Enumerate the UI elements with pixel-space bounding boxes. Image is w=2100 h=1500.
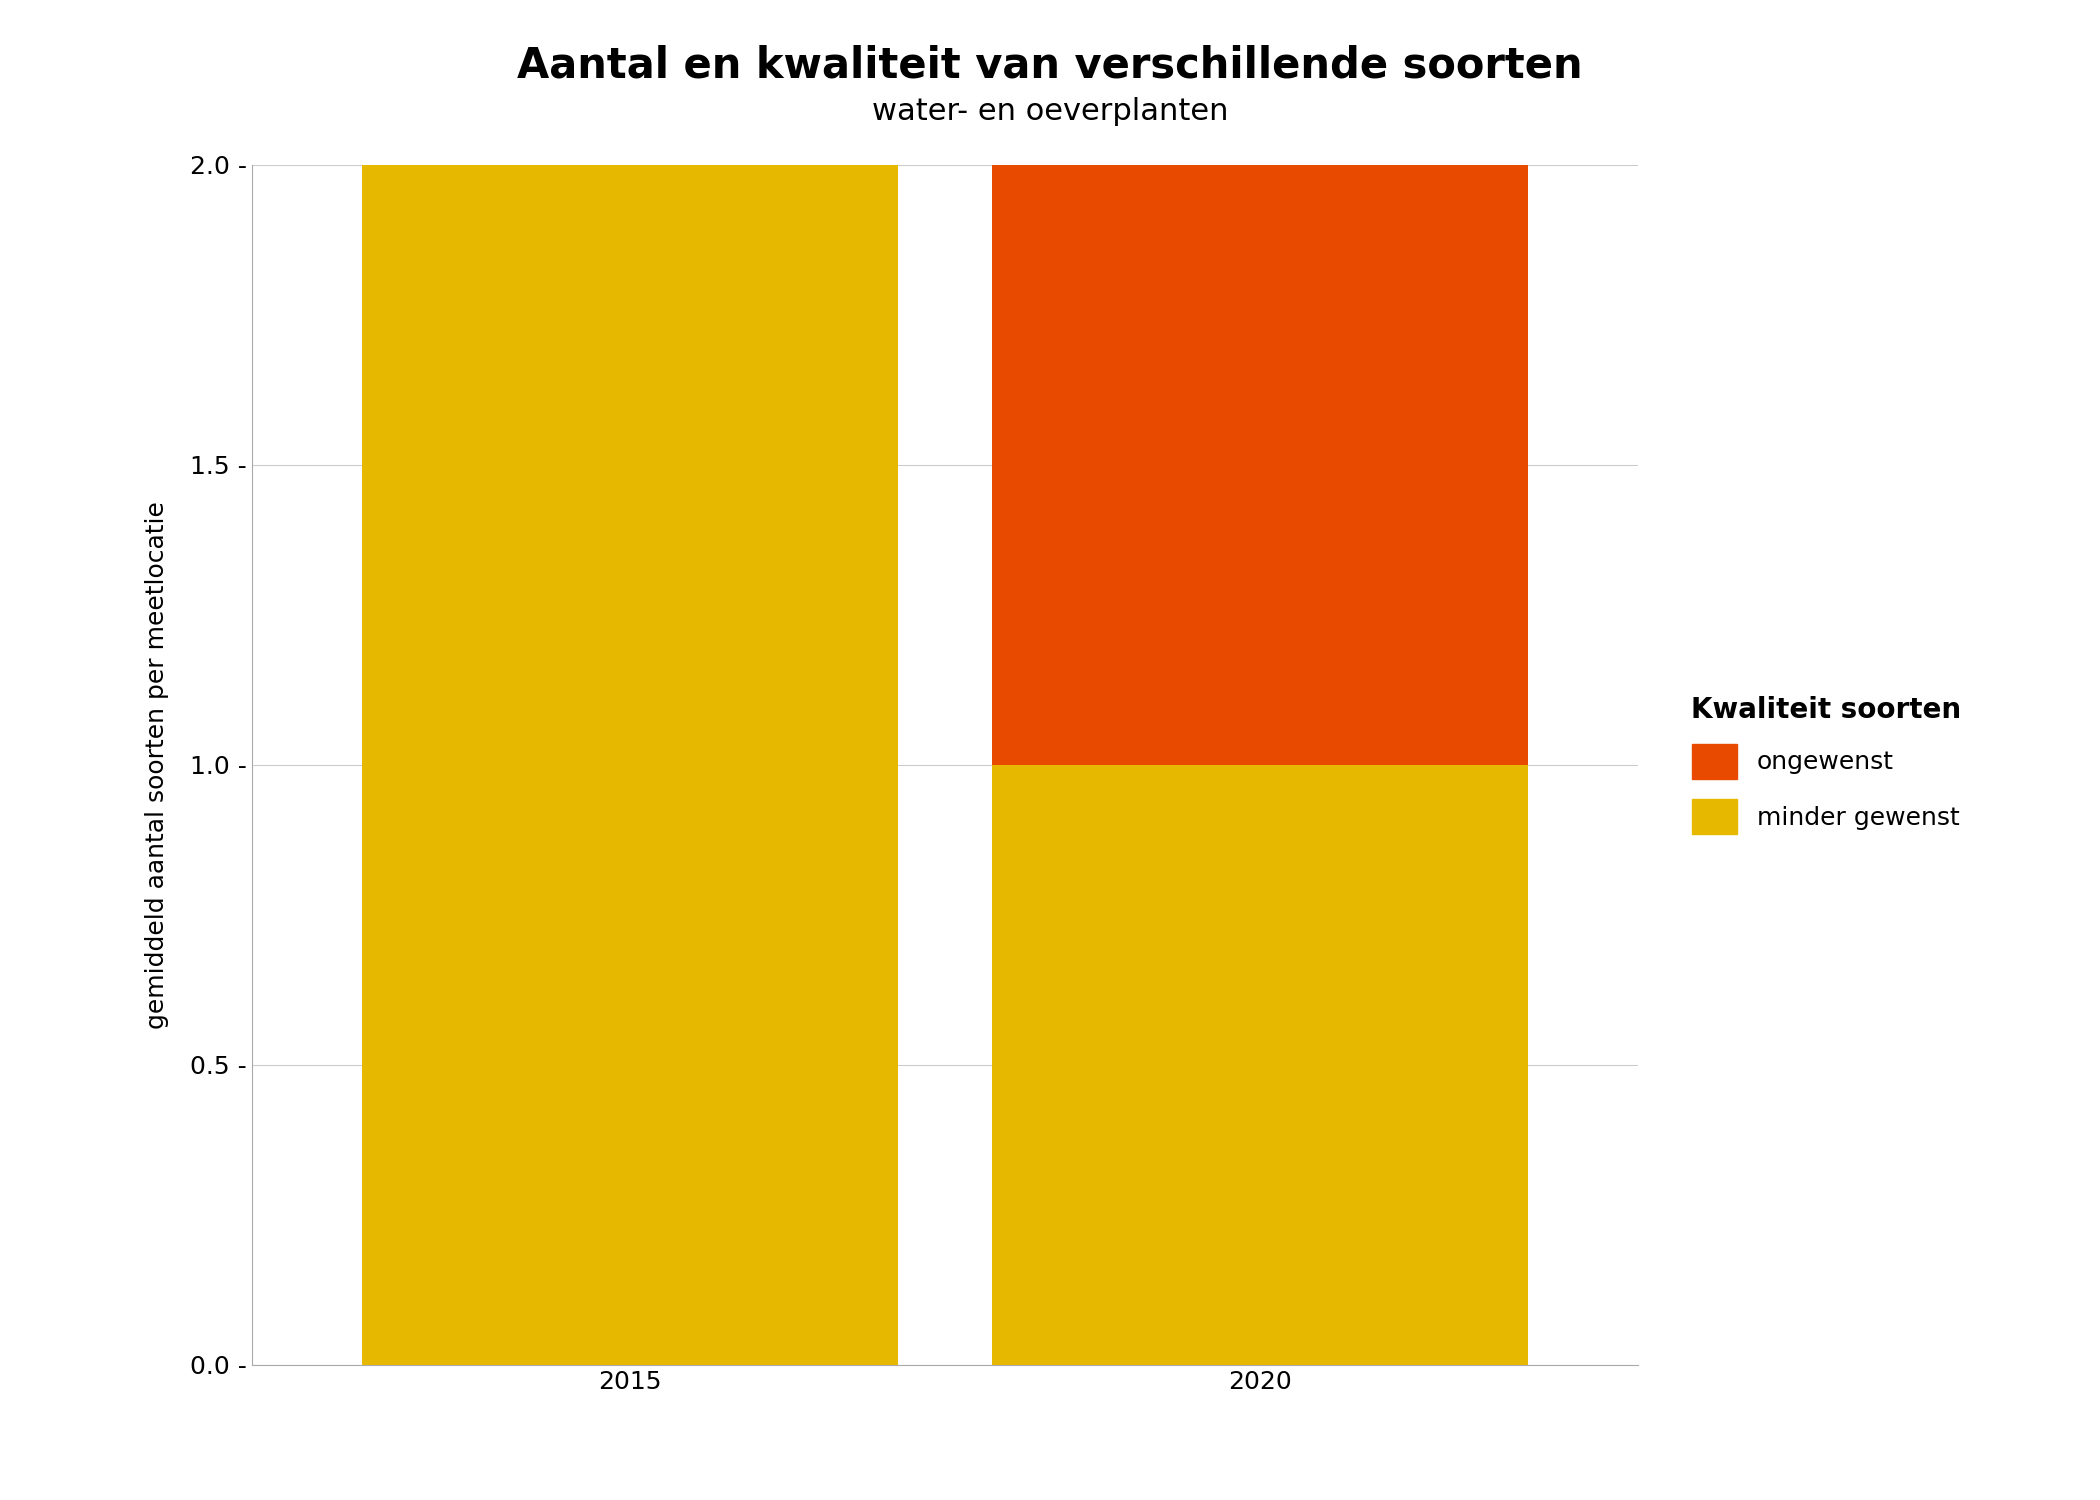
Bar (991, 765, 1529, 1365)
Bar (991, 165, 1529, 765)
Bar (361, 165, 899, 1365)
Legend: ongewenst, minder gewenst: ongewenst, minder gewenst (1678, 682, 1974, 847)
Text: water- en oeverplanten: water- en oeverplanten (872, 98, 1228, 126)
Text: Aantal en kwaliteit van verschillende soorten: Aantal en kwaliteit van verschillende so… (517, 45, 1583, 87)
Y-axis label: gemiddeld aantal soorten per meetlocatie: gemiddeld aantal soorten per meetlocatie (145, 501, 170, 1029)
